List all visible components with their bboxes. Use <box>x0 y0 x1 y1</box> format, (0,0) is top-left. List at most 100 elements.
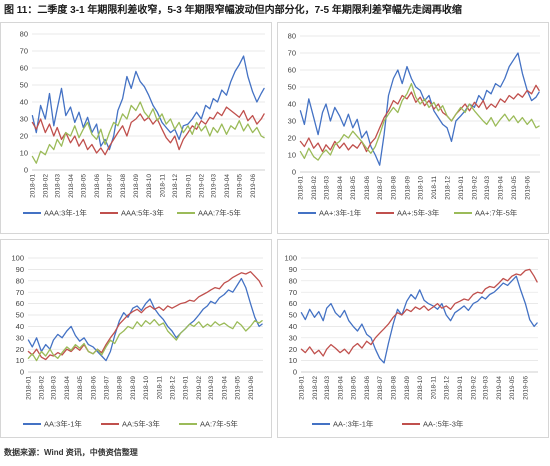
legend-label: AA:3年-1年 <box>44 419 82 429</box>
line-chart-aa-minus: 0 10 20 30 40 50 60 70 80 90 100 2018-01 2018-02 2018… <box>284 254 538 429</box>
x-tick-label: 2019-02 <box>472 176 479 200</box>
x-tick-label: 2019-01 <box>457 376 464 400</box>
y-tick-label: 20 <box>20 132 28 141</box>
y-tick-label: 30 <box>16 333 24 342</box>
figure-title: 图 11：二季度 3-1 年期限利差收窄，5-3 年期限窄幅波动但内部分化，7-… <box>4 5 462 16</box>
legend-item: AAA:5年-3年 <box>100 208 164 218</box>
series-line-2 <box>300 268 538 357</box>
x-tick-label: 2018-06 <box>364 176 371 200</box>
x-tick-label: 2018-01 <box>297 176 304 200</box>
y-tick-label: 80 <box>16 276 24 285</box>
x-tick-label: 2018-06 <box>364 376 371 400</box>
x-tick-label: 2019-04 <box>222 376 229 400</box>
line-chart-aa-plus: 0 10 20 30 40 50 60 70 80 2018-01 2018-02 2018-03 20… <box>288 32 540 218</box>
series-line-1 <box>31 55 265 151</box>
x-tick-label: 2019-02 <box>199 174 206 198</box>
legend: AA+:3年-1年 AA+:5年-3年 AA+:7年-5年 <box>298 208 518 218</box>
y-tick-label: 70 <box>289 288 297 297</box>
legend-item: AAA:7年-5年 <box>177 208 241 218</box>
legend-item: AA:3年-1年 <box>23 419 82 429</box>
x-tick-label: 2018-08 <box>120 174 127 198</box>
y-tick-label: 60 <box>289 299 297 308</box>
y-tick-label: 80 <box>289 276 297 285</box>
x-tick-label: 2018-03 <box>323 176 330 200</box>
legend-label: AA+:7年-5年 <box>475 208 518 218</box>
x-tick-label: 2018-05 <box>81 174 88 198</box>
x-tick-label: 2019-06 <box>250 174 257 198</box>
legend-label: AAA:3年-1年 <box>44 208 87 218</box>
x-tick-label: 2018-01 <box>25 376 32 400</box>
y-tick-label: 0 <box>20 368 24 377</box>
y-tick-label: 60 <box>288 66 296 75</box>
x-tick-label: 2019-04 <box>496 376 503 400</box>
y-tick-label: 80 <box>20 30 28 39</box>
x-tick-label: 2018-05 <box>350 176 357 200</box>
legend-label: AA-:3年-1年 <box>333 419 374 429</box>
x-tick-label: 2018-04 <box>337 176 344 200</box>
x-tick-label: 2018-10 <box>146 174 153 198</box>
x-tick-label: 2018-07 <box>377 176 384 200</box>
x-tick-label: 2019-05 <box>509 376 516 400</box>
y-tick-label: 50 <box>288 83 296 92</box>
x-tick-label: 2018-07 <box>107 174 114 198</box>
x-tick-label: 2018-11 <box>431 176 438 200</box>
x-tick-label: 2019-01 <box>183 376 190 400</box>
x-tick-label: 2018-02 <box>39 376 46 400</box>
x-tick-label: 2018-06 <box>94 174 101 198</box>
y-tick-label: 60 <box>20 64 28 73</box>
legend-item: AA:5年-3年 <box>101 419 160 429</box>
series-line-1 <box>300 275 538 364</box>
line-chart-aa: 0 10 20 30 40 50 60 70 80 90 100 2018-01 2018-02 2018… <box>11 254 263 429</box>
legend-item: AA+:7年-5年 <box>454 208 518 218</box>
x-tick-label: 2018-06 <box>90 376 97 400</box>
x-tick-label: 2018-09 <box>404 176 411 200</box>
x-tick-label: 2018-12 <box>172 174 179 198</box>
y-tick-label: 10 <box>20 149 28 158</box>
y-tick-label: 30 <box>289 333 297 342</box>
legend-label: AA+:5年-3年 <box>397 208 440 218</box>
y-tick-label: 70 <box>20 47 28 56</box>
x-tick-label: 2018-02 <box>312 376 319 400</box>
y-tick-label: 0 <box>24 166 28 175</box>
y-tick-label: 70 <box>288 49 296 58</box>
x-tick-label: 2018-01 <box>298 376 305 400</box>
x-tick-label: 2019-05 <box>234 376 241 400</box>
y-tick-label: 10 <box>289 356 297 365</box>
x-tick-label: 2018-10 <box>143 376 150 400</box>
y-tick-label: 20 <box>289 345 297 354</box>
y-tick-label: 80 <box>288 32 296 41</box>
chart-panel-aaa: 0 10 20 30 40 50 60 70 80 2018-01 2018-02 2018-03 20… <box>0 22 272 234</box>
legend-label: AA:7年-5年 <box>200 419 238 429</box>
y-tick-label: 0 <box>293 368 297 377</box>
legend-item: AAA:3年-1年 <box>23 208 87 218</box>
legend-label: AA-:5年-3年 <box>423 419 464 429</box>
series-line-3 <box>299 82 540 161</box>
x-tick-label: 2018-01 <box>29 174 36 198</box>
legend-item: AA+:5年-3年 <box>376 208 440 218</box>
x-tick-label: 2019-02 <box>471 376 478 400</box>
series-line-3 <box>31 101 265 164</box>
y-tick-label: 30 <box>20 115 28 124</box>
y-tick-label: 100 <box>11 254 24 263</box>
y-tick-label: 40 <box>288 100 296 109</box>
legend: AA:3年-1年 AA:5年-3年 AA:7年-5年 <box>23 419 238 429</box>
x-tick-label: 2019-05 <box>237 174 244 198</box>
x-tick-label: 2019-04 <box>498 176 505 200</box>
chart-panel-aa-minus: 0 10 20 30 40 50 60 70 80 90 100 2018-01 2018-02 2018… <box>277 239 549 438</box>
x-tick-label: 2018-10 <box>417 376 424 400</box>
legend-label: AAA:7年-5年 <box>198 208 241 218</box>
y-tick-label: 20 <box>16 345 24 354</box>
y-tick-label: 0 <box>292 168 296 177</box>
x-tick-label: 2018-11 <box>159 174 166 198</box>
x-tick-label: 2018-12 <box>444 376 451 400</box>
y-tick-label: 70 <box>16 288 24 297</box>
y-tick-label: 50 <box>20 81 28 90</box>
x-tick-label: 2018-03 <box>51 376 58 400</box>
x-tick-label: 2018-11 <box>431 376 438 400</box>
x-tick-label: 2019-02 <box>196 376 203 400</box>
x-tick-label: 2018-05 <box>77 376 84 400</box>
legend: AAA:3年-1年 AAA:5年-3年 AAA:7年-5年 <box>23 208 241 218</box>
y-tick-label: 50 <box>289 311 297 320</box>
x-tick-label: 2018-08 <box>391 376 398 400</box>
x-tick-label: 2019-03 <box>483 376 490 400</box>
